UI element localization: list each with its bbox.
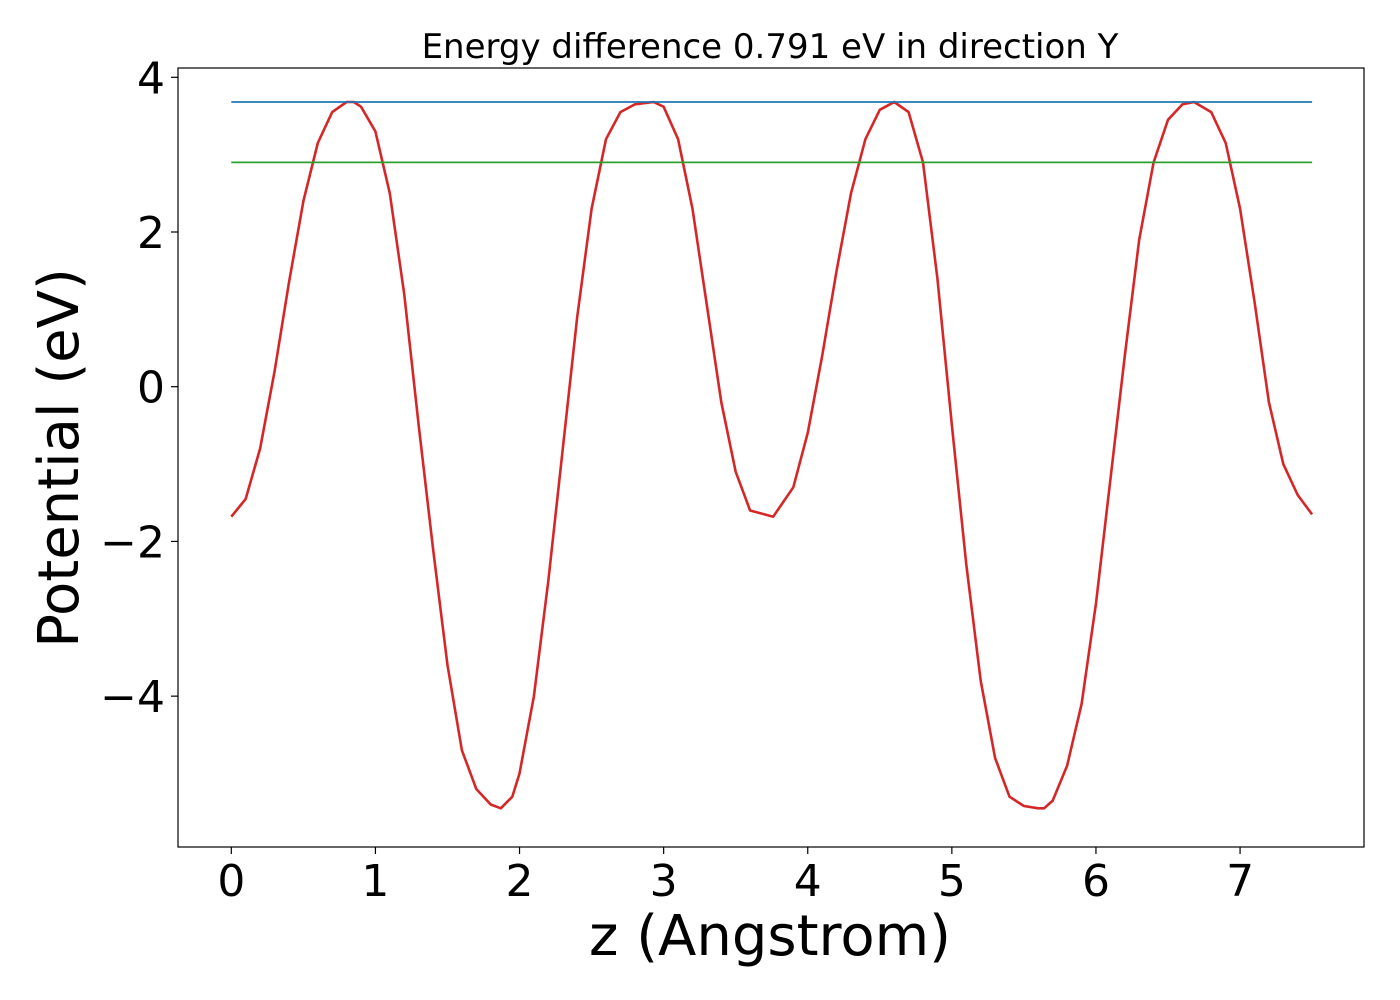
y-tick-label: 4 (137, 53, 165, 104)
series-line-1 (230, 100, 1314, 810)
x-tick-label: 3 (650, 856, 678, 907)
x-axis-title: z (Angstrom) (589, 904, 951, 969)
series-layer (230, 100, 1314, 810)
x-tick-label: 4 (794, 856, 822, 907)
y-axis: −4 −2 0 2 4 (100, 53, 178, 723)
y-axis-title: Potential (eV) (27, 268, 92, 648)
x-tick-label: 2 (506, 856, 534, 907)
y-tick-label: 2 (137, 208, 165, 259)
x-tick-label: 5 (938, 856, 966, 907)
y-tick-label: −4 (100, 672, 165, 723)
y-tick-label: 0 (137, 363, 165, 414)
x-tick-label: 0 (217, 856, 245, 907)
chart-title: Energy difference 0.791 eV in direction … (422, 27, 1119, 67)
x-tick-label: 1 (361, 856, 389, 907)
x-tick-label: 7 (1226, 856, 1254, 907)
y-tick-label: −2 (100, 517, 165, 568)
plot-frame (177, 67, 1365, 848)
x-tick-label: 6 (1082, 856, 1110, 907)
x-axis: 0 1 2 3 4 5 6 7 (217, 847, 1254, 907)
